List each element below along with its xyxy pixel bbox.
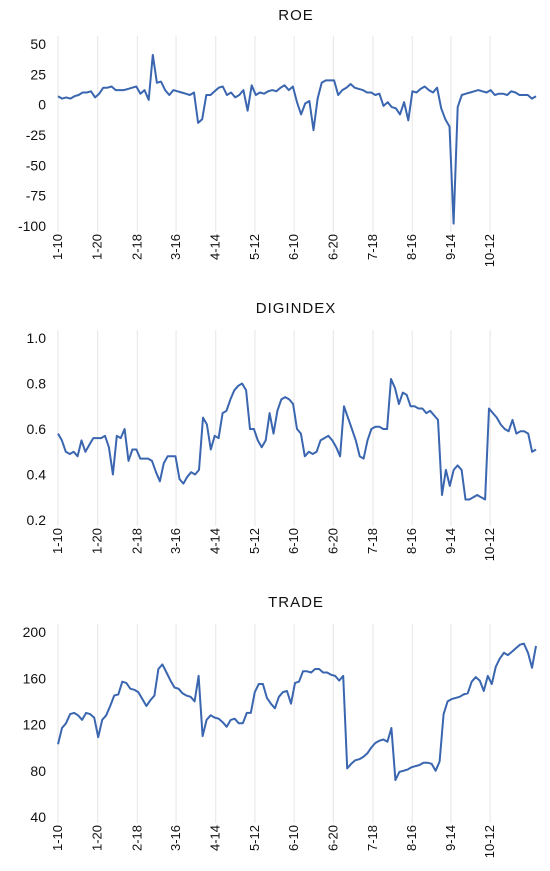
y-tick-label: 25 (30, 66, 46, 82)
x-tick-label: 10-12 (482, 825, 497, 858)
x-tick-label: 7-18 (365, 528, 380, 554)
y-tick-label: 0.6 (27, 421, 47, 437)
x-tick-label: 8-16 (404, 234, 419, 260)
x-tick-label: 6-10 (286, 825, 301, 851)
y-tick-label: -25 (26, 127, 46, 143)
y-tick-label: 0.4 (27, 467, 47, 483)
x-tick-label: 10-12 (482, 234, 497, 267)
x-tick-label: 5-12 (247, 825, 262, 851)
y-tick-label: 80 (30, 763, 46, 779)
x-tick-label: 1-10 (50, 825, 65, 851)
x-tick-label: 3-16 (168, 825, 183, 851)
x-tick-label: 5-12 (247, 528, 262, 554)
x-tick-label: 6-10 (286, 528, 301, 554)
x-tick-label: 9-14 (443, 528, 458, 554)
y-tick-label: -50 (26, 157, 46, 173)
x-tick-label: 4-14 (208, 528, 223, 554)
x-tick-label: 3-16 (168, 528, 183, 554)
chart-title: TRADE (268, 594, 324, 611)
y-tick-label: -100 (18, 218, 46, 234)
x-tick-label: 7-18 (365, 825, 380, 851)
x-tick-label: 9-14 (443, 825, 458, 851)
y-tick-label: 160 (23, 670, 47, 686)
chart-0: 1-10 1-20 2-18 3-16 4-14 5-12 6-10 6-20 7-18 8-16… (18, 7, 537, 267)
series-line (57, 378, 537, 501)
x-tick-label: 4-14 (208, 825, 223, 851)
x-tick-label: 1-10 (50, 234, 65, 260)
x-tick-label: 7-18 (365, 234, 380, 260)
x-tick-label: 6-20 (325, 825, 340, 851)
series-line (57, 642, 537, 781)
y-tick-label: 1.0 (27, 330, 47, 346)
y-tick-label: 120 (23, 717, 47, 733)
x-tick-label: 6-20 (325, 234, 340, 260)
x-tick-label: 8-16 (404, 825, 419, 851)
x-tick-label: 1-20 (90, 234, 105, 260)
x-tick-label: 6-20 (325, 528, 340, 554)
x-tick-label: 5-12 (247, 234, 262, 260)
x-tick-label: 2-18 (129, 825, 144, 851)
chart-title: DIGINDEX (256, 300, 337, 317)
x-tick-label: 4-14 (208, 234, 223, 260)
x-tick-label: 1-20 (90, 825, 105, 851)
x-tick-label: 6-10 (286, 234, 301, 260)
x-tick-label: 8-16 (404, 528, 419, 554)
y-tick-label: 0.8 (27, 376, 47, 392)
x-tick-label: 10-12 (482, 528, 497, 561)
series-line (57, 53, 537, 225)
chart-1: 1-10 1-20 2-18 3-16 4-14 5-12 6-10 6-20 7-18 8-16… (27, 300, 537, 561)
y-tick-label: 0.2 (27, 512, 47, 528)
y-tick-label: 0 (38, 97, 46, 113)
y-tick-label: 200 (23, 624, 47, 640)
x-tick-label: 1-20 (90, 528, 105, 554)
x-tick-label: 3-16 (168, 234, 183, 260)
chart-2: 1-10 1-20 2-18 3-16 4-14 5-12 6-10 6-20 7-18 8-16… (23, 594, 537, 858)
x-tick-label: 2-18 (129, 528, 144, 554)
y-tick-label: 50 (30, 36, 46, 52)
x-tick-label: 9-14 (443, 234, 458, 260)
x-tick-label: 1-10 (50, 528, 65, 554)
chart-title: ROE (278, 7, 314, 24)
y-tick-label: 40 (30, 809, 46, 825)
x-tick-label: 2-18 (129, 234, 144, 260)
y-tick-label: -75 (26, 188, 46, 204)
